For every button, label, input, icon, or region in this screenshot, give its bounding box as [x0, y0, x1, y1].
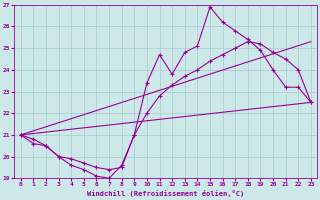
X-axis label: Windchill (Refroidissement éolien,°C): Windchill (Refroidissement éolien,°C) [87, 190, 244, 197]
